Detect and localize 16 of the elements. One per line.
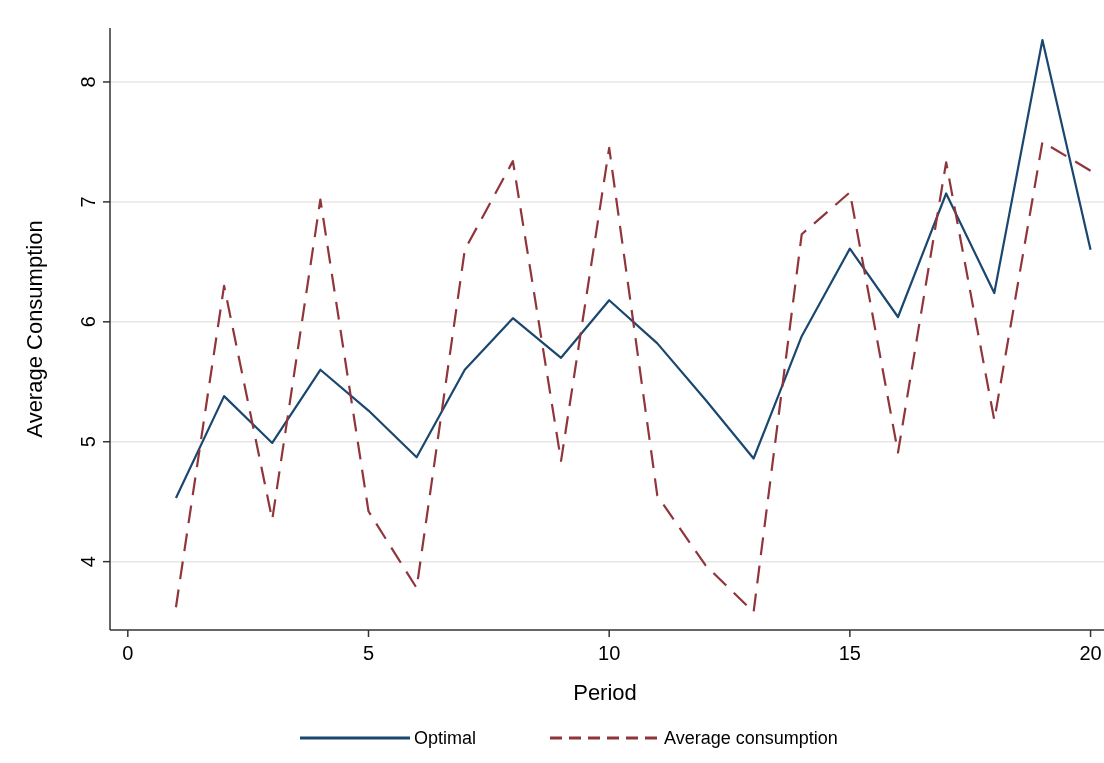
x-tick-label: 10 — [598, 642, 621, 664]
legend-label: Optimal — [414, 728, 477, 748]
line-series — [174, 38, 1092, 500]
y-axis-title: Average Consumption — [22, 220, 47, 438]
y-tick-label: 7 — [77, 196, 99, 208]
x-axis-title: Period — [573, 680, 637, 705]
x-tick-label: 20 — [1079, 642, 1102, 664]
y-tick-label: 4 — [77, 556, 99, 568]
line-series — [174, 140, 1092, 614]
x-tick-label: 0 — [122, 642, 134, 664]
y-tick-label: 8 — [77, 76, 99, 88]
y-tick-label: 5 — [77, 436, 99, 448]
x-tick-label: 15 — [838, 642, 861, 664]
legend-label: Average consumption — [664, 728, 838, 748]
y-tick-label: 6 — [77, 316, 99, 328]
x-tick-label: 5 — [362, 642, 375, 664]
